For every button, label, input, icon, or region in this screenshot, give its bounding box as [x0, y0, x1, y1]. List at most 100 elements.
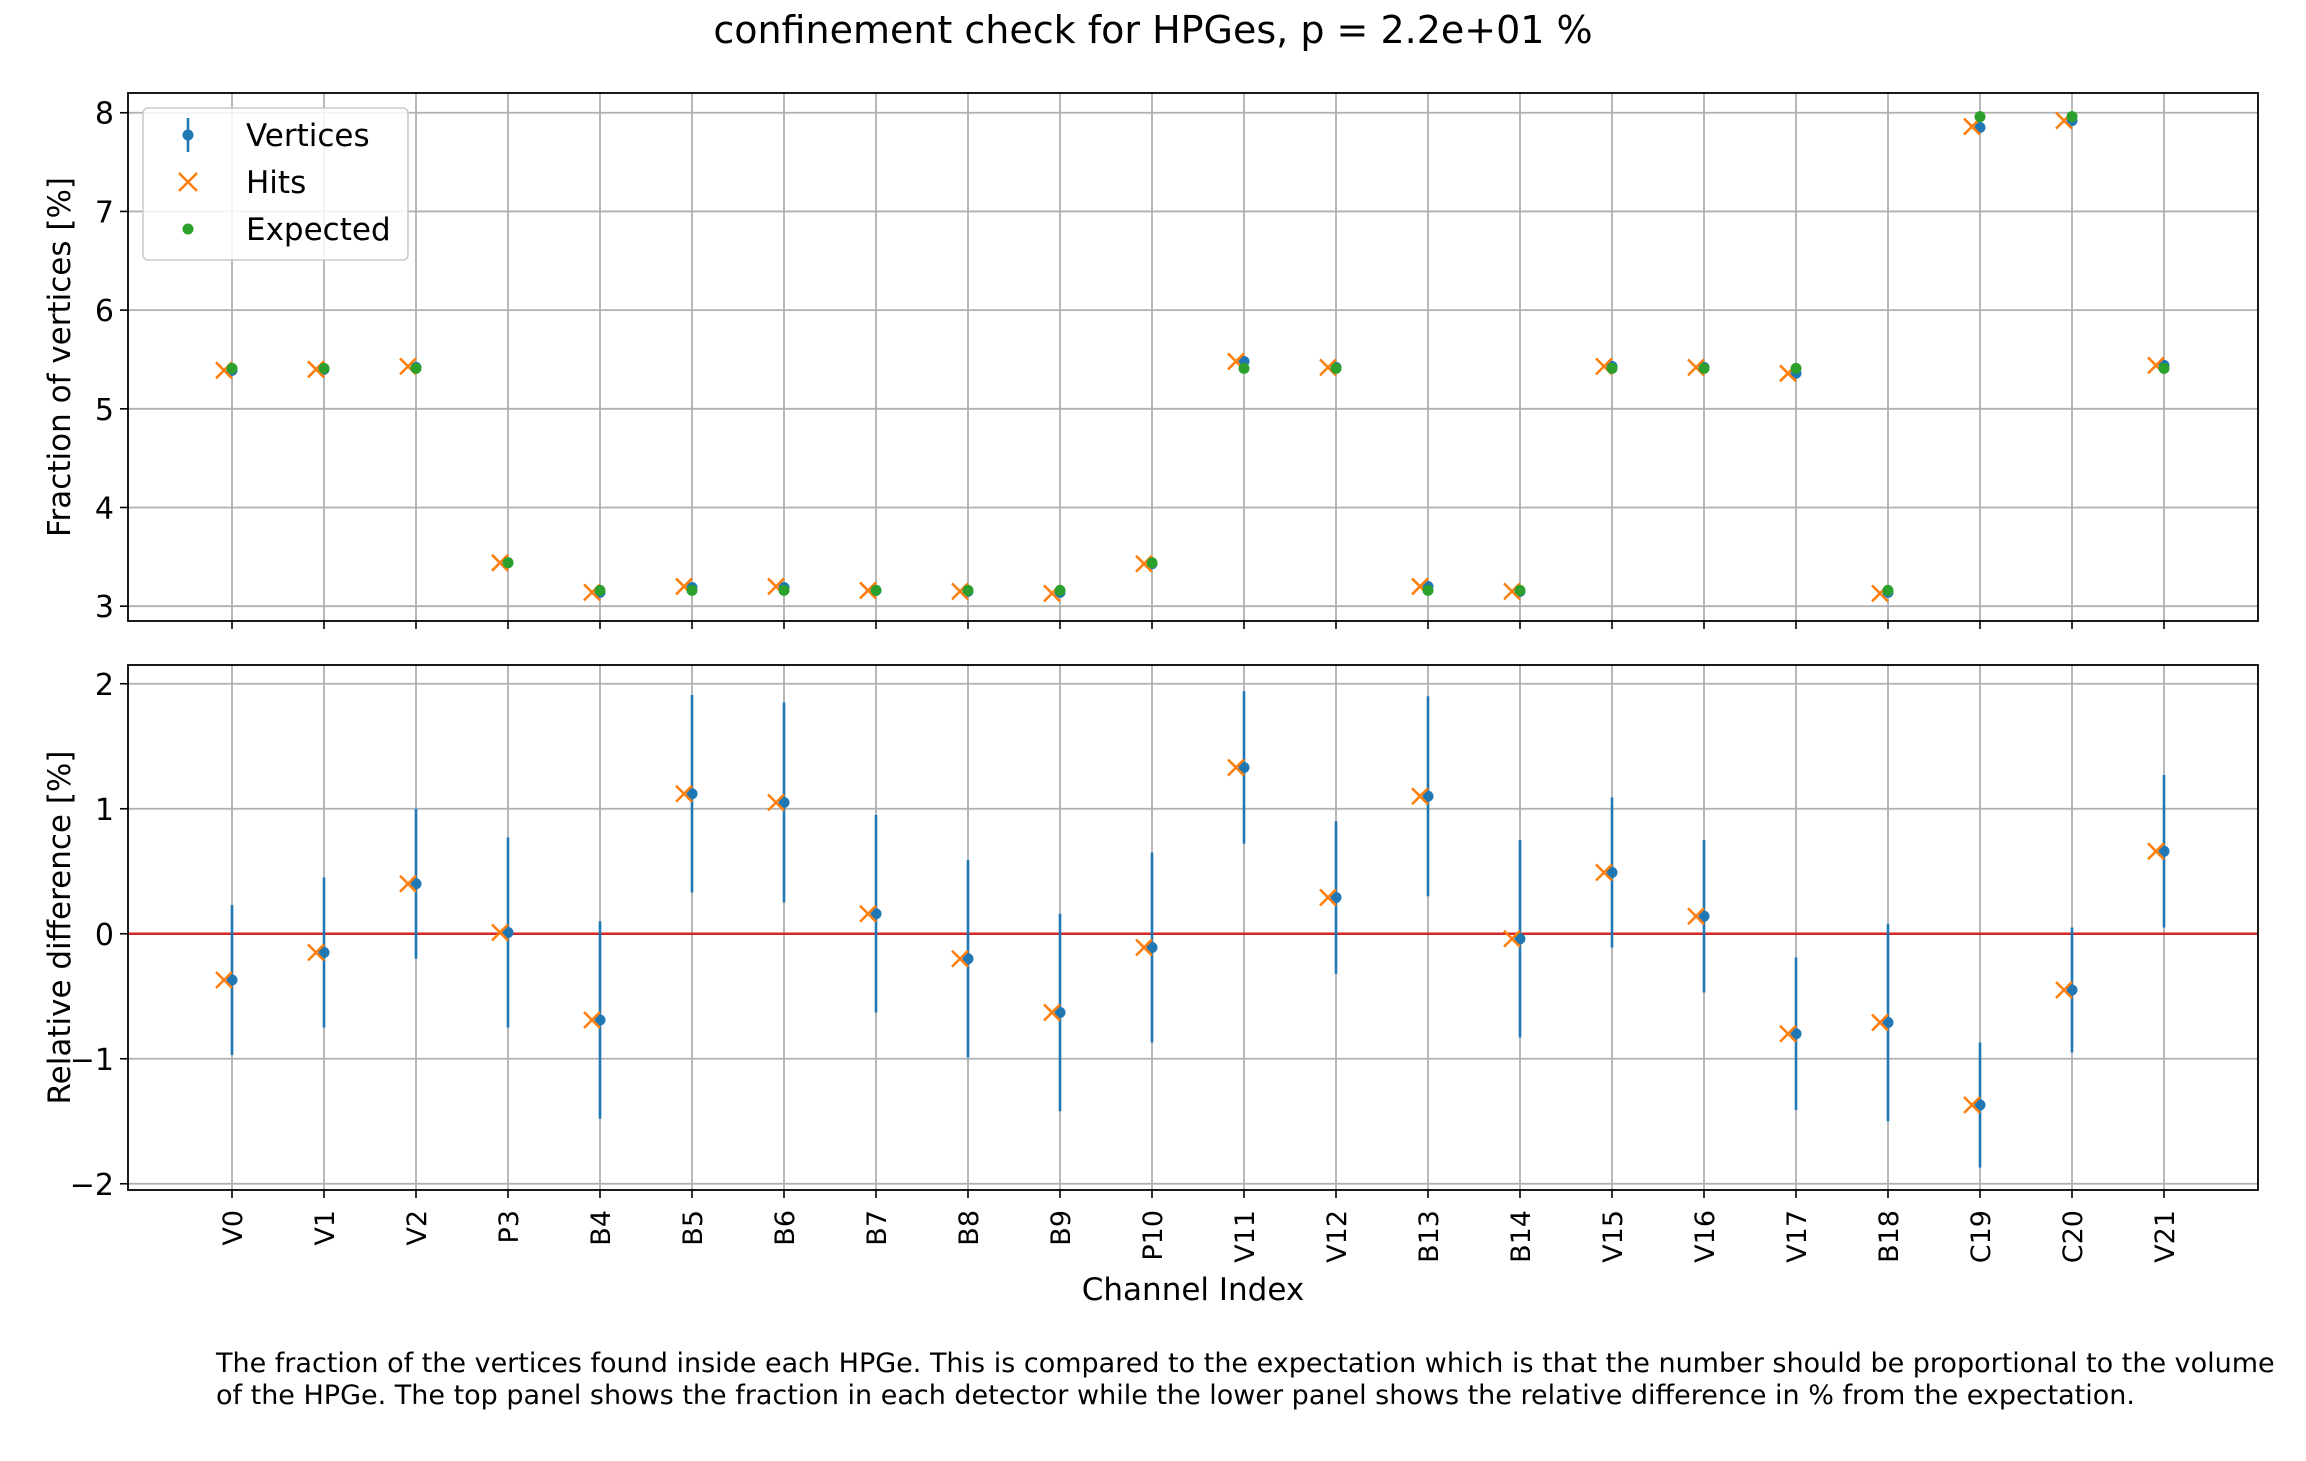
- y-tick-label: 7: [95, 195, 114, 230]
- x-tick-label: V16: [1690, 1210, 1721, 1263]
- y-tick-label: 5: [95, 393, 114, 428]
- x-tick-label: C20: [2058, 1210, 2089, 1263]
- expected-point: [1330, 362, 1342, 374]
- expected-point: [1238, 362, 1250, 374]
- series-hits: [215, 111, 2165, 603]
- hits-point: [1411, 787, 1429, 806]
- x-tick-label: V12: [1322, 1210, 1353, 1263]
- x-tick-label: B13: [1414, 1210, 1445, 1263]
- hits-point: [1871, 1013, 1889, 1032]
- legend-item-vertices: Vertices: [182, 118, 370, 154]
- hits-point: [1779, 1024, 1797, 1043]
- expected-point: [1514, 584, 1526, 596]
- vertices-point: [1422, 790, 1434, 802]
- hits-point: [491, 923, 509, 942]
- hits-point: [491, 553, 509, 572]
- vertices-point: [318, 947, 330, 958]
- x-tick-label: B6: [770, 1210, 801, 1246]
- x-tick-label: V1: [310, 1210, 341, 1246]
- expected-point: [778, 584, 790, 596]
- legend-vertices-marker: [182, 129, 194, 141]
- x-tick-label: P3: [494, 1210, 525, 1243]
- hits-point: [767, 793, 785, 812]
- vertices-point: [1054, 1007, 1066, 1018]
- x-tick-label: C19: [1966, 1210, 1997, 1263]
- hits-point: [859, 581, 877, 600]
- legend-hits-marker: [178, 172, 198, 192]
- hits-point: [675, 784, 693, 803]
- expected-point: [1882, 584, 1894, 596]
- y-tick-label: −2: [70, 1168, 114, 1203]
- expected-point: [1974, 111, 1986, 123]
- y-tick-label: 8: [95, 97, 114, 132]
- series-hits: [215, 758, 2165, 1114]
- expected-point: [1422, 584, 1434, 596]
- vertices-point: [410, 878, 422, 890]
- series-vertices: [226, 691, 2170, 1168]
- expected-point: [2158, 362, 2170, 374]
- hits-point: [583, 1011, 601, 1029]
- expected-point: [1606, 362, 1618, 374]
- vertices-point: [778, 797, 790, 808]
- hits-point: [1503, 929, 1521, 948]
- vertices-point: [594, 1014, 606, 1026]
- x-tick-label: P10: [1138, 1210, 1169, 1261]
- legend-label: Vertices: [246, 118, 370, 154]
- vertices-point: [962, 953, 974, 965]
- y-tick-label: −1: [70, 1043, 114, 1078]
- legend: Vertices Hits Expected: [142, 107, 409, 261]
- legend-item-expected: Expected: [182, 212, 391, 248]
- series-expected: [226, 111, 2170, 596]
- x-tick-label: B7: [862, 1210, 893, 1246]
- y-tick-label: 4: [95, 492, 114, 527]
- hits-point: [951, 949, 969, 968]
- hits-point: [1687, 907, 1705, 926]
- vertices-point: [1514, 933, 1526, 945]
- axes-frame: [127, 664, 2259, 1191]
- expected-point: [2066, 111, 2078, 123]
- figure-caption: The fraction of the vertices found insid…: [216, 1348, 2275, 1411]
- expected-point: [1054, 584, 1066, 596]
- hits-point: [215, 971, 233, 989]
- legend-item-hits: Hits: [178, 165, 306, 201]
- expected-point: [594, 584, 606, 596]
- expected-point: [1698, 362, 1710, 374]
- y-tick-label: 1: [95, 793, 114, 828]
- hits-point: [399, 874, 417, 893]
- legend-label: Expected: [246, 212, 391, 248]
- expected-point: [1790, 362, 1802, 374]
- x-tick-label: B5: [678, 1210, 709, 1246]
- vertices-point: [226, 974, 238, 986]
- x-tick-label: V2: [402, 1210, 433, 1246]
- y-axis-label: Fraction of vertices [%]: [42, 177, 78, 537]
- hits-point: [1595, 863, 1613, 882]
- vertices-point: [1238, 762, 1250, 773]
- vertices-point: [870, 908, 882, 920]
- vertices-point: [2066, 984, 2078, 996]
- expected-point: [502, 557, 514, 569]
- legend-label: Hits: [246, 165, 306, 201]
- y-axis-label: Relative difference [%]: [42, 751, 78, 1105]
- x-tick-label: V15: [1598, 1210, 1629, 1263]
- x-tick-label: B9: [1046, 1210, 1077, 1246]
- vertices-point: [1882, 1017, 1894, 1028]
- vertices-point: [686, 788, 698, 800]
- top-panel: 3 4 5 6 7 8 Fraction of vertices [%]: [42, 92, 2259, 629]
- y-tick-label: 6: [95, 294, 114, 329]
- y-tick-label: 3: [95, 590, 114, 625]
- legend-expected-marker: [182, 223, 194, 235]
- vertices-point: [1790, 1028, 1802, 1040]
- expected-point: [870, 584, 882, 596]
- y-tick-label: 2: [95, 668, 114, 703]
- x-tick-label: B4: [586, 1210, 617, 1246]
- x-axis-label: Channel Index: [1082, 1272, 1304, 1308]
- hits-point: [1963, 1096, 1981, 1114]
- expected-point: [318, 362, 330, 374]
- figure-title: confinement check for HPGes, p = 2.2e+01…: [713, 8, 1593, 52]
- hits-point: [859, 904, 877, 923]
- vertices-point: [2158, 845, 2170, 857]
- expected-point: [410, 362, 422, 374]
- x-tick-label: V0: [218, 1210, 249, 1246]
- legend-box: [142, 107, 409, 261]
